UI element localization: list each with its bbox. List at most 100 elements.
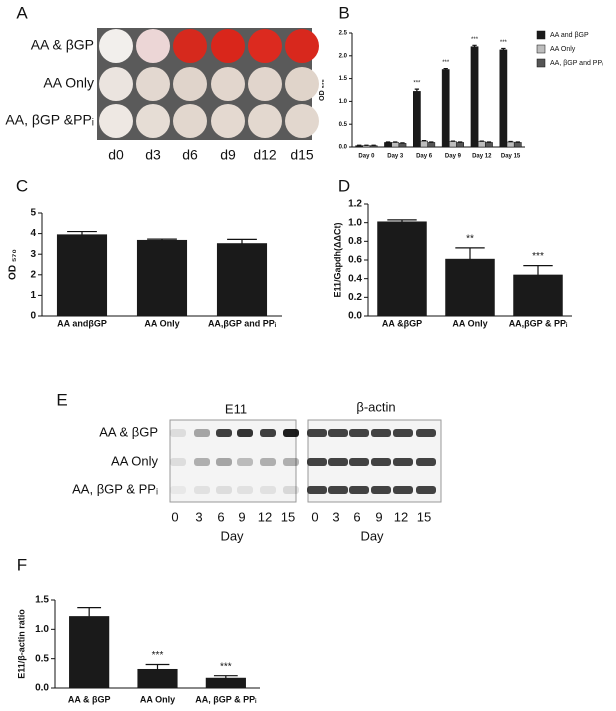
blot-band [416,429,436,437]
y-tick-label: 1 [30,290,36,301]
y-tick-label: 0.6 [348,255,362,266]
blot-day-label: 3 [195,509,202,524]
significance-label: *** [532,251,544,262]
y-tick-label: 0.2 [348,292,362,303]
y-tick-label: 0 [30,311,36,322]
y-tick-label: 2.0 [339,53,348,59]
well [211,104,245,138]
blot-band [307,458,327,466]
blot-band [393,486,413,494]
x-tick-label: Day 9 [445,154,462,160]
y-tick-label: 0.5 [35,653,49,664]
well [211,67,245,101]
blot-band [170,486,186,494]
blot-band [307,486,327,494]
well [285,29,319,63]
blot-day-label: 9 [238,509,245,524]
blot-day-label: 15 [281,509,295,524]
error-bar [387,219,417,222]
x-tick-label: Day 6 [416,154,433,160]
blot-band [349,458,369,466]
blot-day-label: 0 [311,509,318,524]
y-tick-label: 1.5 [35,595,49,606]
blot-day-label: 12 [258,509,272,524]
error-bar [455,247,485,260]
blot-day-label: 0 [171,509,178,524]
bar [137,668,178,689]
bar [477,141,486,148]
blot-row-label: AA Only [111,453,158,468]
well [248,67,282,101]
plate-column-label: d9 [220,147,236,163]
x-tick-label: Day 15 [501,154,521,160]
y-tick-label: 1.0 [339,99,348,105]
well [99,67,133,101]
blot-band [371,458,391,466]
blot-x-label: Day [220,528,244,543]
panel-label: B [338,3,349,22]
error-bar [67,230,97,235]
plate-column-label: d3 [145,147,161,163]
y-axis-label: E11/Gapdh(ΔΔCt) [332,223,342,298]
blot-band [349,486,369,494]
blot-day-label: 6 [217,509,224,524]
y-tick-label: 0.0 [348,311,362,322]
blot-target: E11 [225,401,247,416]
blot-band [328,486,348,494]
blot-band [283,486,299,494]
x-tick-label: AA,βGP & PPᵢ [509,318,568,328]
bar [216,243,268,317]
y-axis-label: OD ₅₇₀ [8,249,19,280]
bar [69,616,110,689]
x-tick-label: AA andβGP [57,318,107,328]
bar [369,145,378,148]
blot-band [237,458,253,466]
blot-band [216,486,232,494]
panel-label: D [338,176,350,195]
bar [355,145,364,148]
well [248,29,282,63]
bar [391,142,400,148]
y-tick-label: 2.5 [339,31,348,37]
y-tick-label: 1.0 [35,624,49,635]
blot-band [393,429,413,437]
bar [413,91,421,148]
error-bar [147,238,177,241]
blot-band [393,458,413,466]
blot-day-label: 6 [353,509,360,524]
panel-label: C [16,176,28,195]
plate-column-label: d12 [253,147,277,163]
blot-band [416,486,436,494]
blot-band [216,458,232,466]
blot-target: β-actin [356,399,395,414]
bar [485,142,493,148]
plate-column-label: d6 [182,147,198,163]
plate-row-label: AA Only [43,75,94,91]
blot-day-label: 12 [394,509,408,524]
error-bar [443,67,448,70]
bar [456,142,464,148]
significance-label: *** [413,81,421,87]
blot-band [194,429,210,437]
well [285,67,319,101]
well [99,104,133,138]
bar [377,221,427,317]
error-bar [472,44,477,47]
y-tick-label: 0.4 [348,273,362,284]
blot-band [328,429,348,437]
legend-swatch [536,44,546,54]
blot-day-label: 9 [375,509,382,524]
y-tick-label: 4 [30,228,36,239]
blot-band [237,486,253,494]
blot-row-label: AA & βGP [99,424,158,439]
panel-label: A [16,3,28,22]
y-tick-label: 0.0 [339,145,348,151]
x-tick-label: AA Only [140,694,175,704]
y-axis-label: E11/β-actin ratio [16,609,26,679]
x-tick-label: AA &βGP [382,318,422,328]
blot-band [371,486,391,494]
x-tick-label: AA Only [144,318,179,328]
significance-label: *** [471,37,479,43]
bar [56,234,108,317]
